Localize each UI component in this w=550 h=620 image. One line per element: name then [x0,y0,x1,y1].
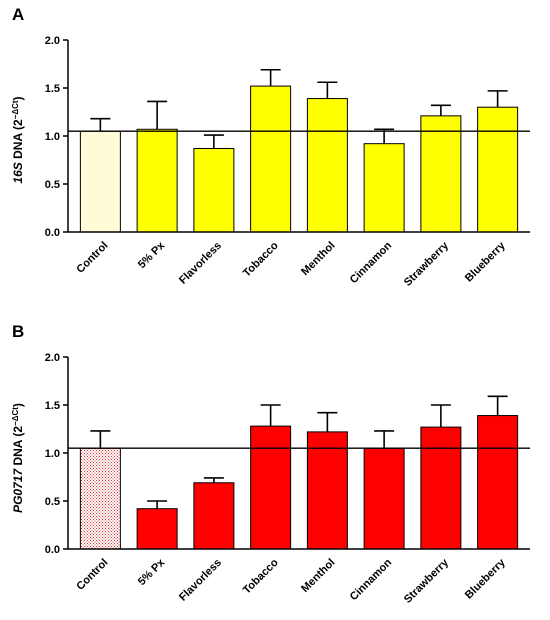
panel-a-y-ticks: 0.0 0.5 1.0 1.5 2.0 [45,35,68,239]
bar-menthol [306,431,348,550]
bar-5-px [136,508,178,550]
x-tick-label: Flavorless [177,557,224,604]
panel-b-ylabel-text: DNA (2 [11,426,25,469]
x-tick-label: 5% Px [136,239,168,271]
bar-cinnamon [363,447,405,550]
panel-a-bars [79,85,519,233]
y-tick-label: 2.0 [45,35,60,47]
panel-b-ylabel: PG0717 DNA (2−ΔCt) [11,403,26,513]
panel-a-x-labels: Control 5% Px Flavorless Tobacco Menthol Cinn… [74,239,508,289]
bar-control [79,447,121,550]
y-tick-label: 2.0 [45,352,60,364]
x-tick-label: Menthol [299,240,337,278]
x-tick-label: Tobacco [241,556,281,596]
panel-b-bars [79,415,519,550]
y-tick-label: 0.0 [45,544,60,556]
panel-a-ylabel-text: DNA (2 [11,119,25,162]
y-tick-label: 1.0 [45,131,60,143]
panel-b-x-labels: Control 5% Px Flavorless Tobacco Menthol Cinn… [74,556,508,606]
panel-b-ylabel-gene: PG0717 [11,468,25,513]
panel-b-error-bars [90,395,508,509]
bar-cinnamon [363,143,405,233]
bar-tobacco [250,85,292,233]
panel-b-label: B [12,322,24,341]
panel-b-y-ticks: 0.0 0.5 1.0 1.5 2.0 [45,352,68,556]
x-tick-label: Strawberry [402,239,452,289]
bar-flavorless [193,482,235,550]
panel-b-ylabel-exponent: −ΔCt [11,407,20,426]
bar-strawberry [420,426,462,550]
x-tick-label: Strawberry [402,556,452,606]
panel-a-ylabel: 16S DNA (2−ΔCt) [11,96,26,183]
y-tick-label: 0.5 [45,179,60,191]
x-tick-label: 5% Px [136,556,168,588]
y-tick-label: 0.0 [45,227,60,239]
bar-tobacco [250,425,292,550]
panel-a: A 16S DNA (2−ΔCt) 0.0 0.5 1.0 1.5 2.0 Contro… [11,5,530,289]
y-tick-label: 1.0 [45,448,60,460]
y-tick-label: 0.5 [45,496,60,508]
panel-a-error-bars [90,68,508,149]
bar-flavorless [193,147,235,233]
bar-blueberry [477,106,519,233]
x-tick-label: Control [74,557,110,593]
bar-blueberry [477,415,519,550]
bar-control [79,130,121,233]
panel-a-ylabel-close: ) [11,96,25,100]
panel-b-ylabel-close: ) [11,403,25,407]
x-tick-label: Cinnamon [348,556,395,603]
panel-a-ylabel-gene: 16S [11,162,25,183]
panel-a-ylabel-exponent: −ΔCt [11,100,20,119]
y-tick-label: 1.5 [45,83,60,95]
x-tick-label: Control [74,240,110,276]
panel-a-label: A [12,5,24,24]
x-tick-label: Cinnamon [348,239,395,286]
bar-menthol [306,98,348,233]
x-tick-label: Blueberry [463,556,508,601]
x-tick-label: Blueberry [463,239,508,284]
bar-strawberry [420,115,462,233]
bar-5-px [136,128,178,233]
x-tick-label: Menthol [299,557,337,595]
y-tick-label: 1.5 [45,400,60,412]
panel-b: B PG0717 DNA (2−ΔCt) 0.0 0.5 1.0 1.5 2.0 Con… [11,322,530,606]
x-tick-label: Tobacco [241,239,281,279]
x-tick-label: Flavorless [177,240,224,287]
